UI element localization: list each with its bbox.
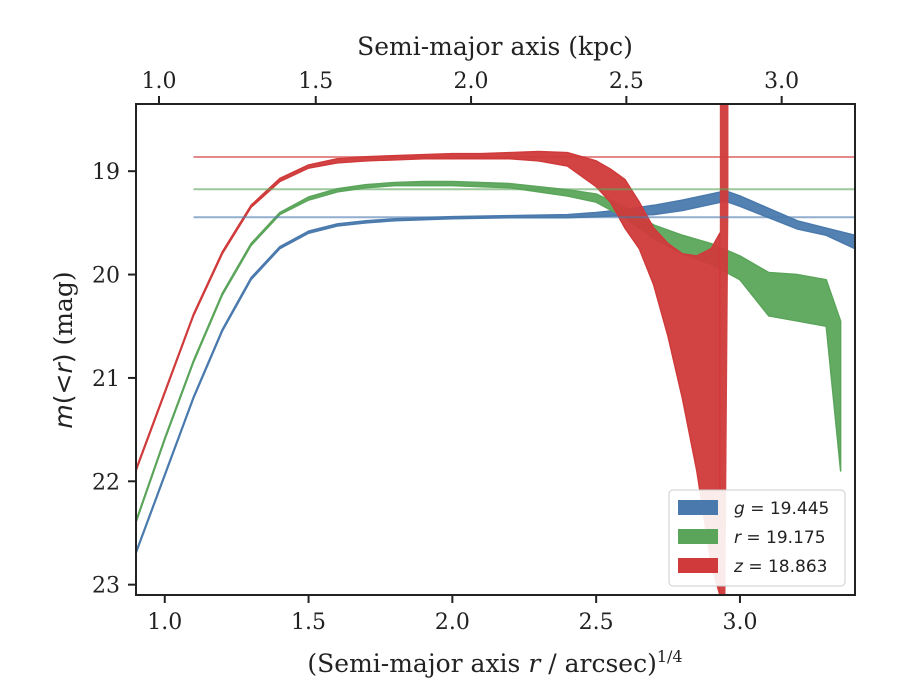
legend-swatch-z — [678, 558, 718, 573]
band-g — [136, 190, 855, 555]
legend-var-g: g — [734, 499, 745, 519]
top-tick-label-0: 1.0 — [142, 69, 177, 94]
x-tick-label-1: 1.5 — [291, 610, 326, 635]
top-tick-label-2: 2.0 — [454, 69, 489, 94]
legend-value-r: = 19.175 — [741, 528, 826, 548]
y-axis-title-close: ) — [49, 353, 78, 363]
band-z-spike — [719, 104, 729, 595]
x-axis-title-rest: / arcsec) — [540, 649, 657, 678]
legend-label-z: z = 18.863 — [733, 557, 827, 577]
x-axis-title-text: (Semi-major axis — [307, 649, 528, 678]
y-tick-label-3: 22 — [92, 470, 120, 495]
x-axis-title-sup: 1/4 — [657, 647, 683, 666]
y-tick-label-2: 21 — [92, 367, 120, 392]
legend-value-g: = 19.445 — [745, 499, 830, 519]
legend-var-r: r — [734, 528, 742, 548]
legend-value-z: = 18.863 — [743, 557, 828, 577]
legend-swatch-r — [678, 529, 718, 544]
x-tick-label-4: 3.0 — [722, 610, 757, 635]
y-tick-label-4: 23 — [92, 574, 120, 599]
y-axis-title: m(<r) (mag) — [49, 271, 78, 428]
x-tick-label-0: 1.0 — [147, 610, 182, 635]
axis-ticks: 1.0 1.5 2.0 2.5 3.0 1.0 1.5 2.0 2.5 3.0 19 20 21 22 23 — [92, 69, 799, 635]
top-tick-label-1: 1.5 — [298, 69, 333, 94]
asymptote-lines — [193, 156, 855, 219]
legend-label-g: g = 19.445 — [734, 499, 829, 519]
y-tick-label-1: 20 — [92, 264, 120, 289]
y-axis-title-unit: (mag) — [49, 271, 78, 353]
top-tick-label-3: 2.5 — [609, 69, 644, 94]
x-axis-title-var: r — [528, 649, 542, 678]
legend-swatch-g — [678, 500, 718, 515]
x-tick-label-3: 2.5 — [579, 610, 614, 635]
y-axis-title-r: r — [49, 362, 78, 374]
y-axis-title-m: m — [49, 404, 78, 428]
plot-frame — [135, 103, 856, 596]
legend-var-z: z — [733, 557, 744, 577]
legend-label-r: r = 19.175 — [734, 528, 826, 548]
top-tick-label-4: 3.0 — [764, 69, 799, 94]
x-axis-title: (Semi-major axis r / arcsec)1/4 — [307, 647, 682, 678]
y-axis-title-open: (< — [49, 374, 78, 405]
band-r — [136, 180, 842, 524]
x-tick-label-2: 2.0 — [435, 610, 470, 635]
top-axis-title: Semi-major axis (kpc) — [357, 32, 633, 61]
y-tick-label-0: 19 — [92, 160, 120, 185]
